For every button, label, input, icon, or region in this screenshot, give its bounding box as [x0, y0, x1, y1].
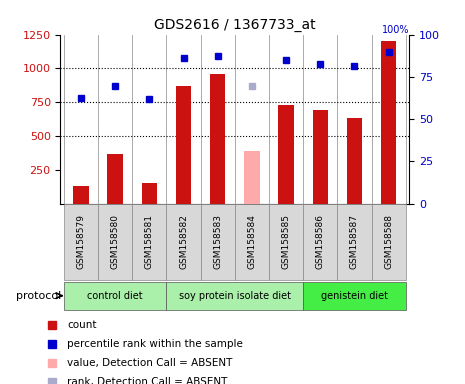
- Bar: [210, 74, 226, 204]
- Text: GSM158579: GSM158579: [76, 214, 86, 270]
- Bar: [244, 151, 259, 204]
- Bar: [98, 204, 132, 280]
- Bar: [303, 204, 338, 280]
- Bar: [142, 183, 157, 204]
- Text: count: count: [67, 320, 96, 330]
- Text: GSM158585: GSM158585: [282, 214, 291, 270]
- Bar: [64, 282, 166, 310]
- Bar: [64, 204, 98, 280]
- Bar: [381, 41, 396, 204]
- Text: value, Detection Call = ABSENT: value, Detection Call = ABSENT: [67, 358, 232, 368]
- Text: GSM158586: GSM158586: [316, 214, 325, 270]
- Bar: [338, 204, 372, 280]
- Text: GSM158582: GSM158582: [179, 215, 188, 269]
- Bar: [269, 204, 303, 280]
- Bar: [235, 204, 269, 280]
- Text: control diet: control diet: [87, 291, 143, 301]
- Text: protocol: protocol: [15, 291, 61, 301]
- Text: 100%: 100%: [382, 25, 409, 35]
- Bar: [200, 204, 235, 280]
- Bar: [166, 204, 200, 280]
- Bar: [372, 204, 406, 280]
- Title: GDS2616 / 1367733_at: GDS2616 / 1367733_at: [154, 18, 316, 32]
- Text: GSM158580: GSM158580: [111, 214, 120, 270]
- Text: GSM158588: GSM158588: [384, 214, 393, 270]
- Text: percentile rank within the sample: percentile rank within the sample: [67, 339, 243, 349]
- Text: soy protein isolate diet: soy protein isolate diet: [179, 291, 291, 301]
- Bar: [107, 154, 123, 204]
- Bar: [312, 110, 328, 204]
- Bar: [303, 282, 406, 310]
- Text: rank, Detection Call = ABSENT: rank, Detection Call = ABSENT: [67, 377, 227, 384]
- Text: genistein diet: genistein diet: [321, 291, 388, 301]
- Text: GSM158581: GSM158581: [145, 214, 154, 270]
- Bar: [279, 105, 294, 204]
- Bar: [73, 186, 89, 204]
- Text: GSM158584: GSM158584: [247, 215, 256, 269]
- Bar: [347, 118, 362, 204]
- Text: GSM158587: GSM158587: [350, 214, 359, 270]
- Bar: [166, 282, 303, 310]
- Bar: [176, 86, 191, 204]
- Bar: [132, 204, 166, 280]
- Text: GSM158583: GSM158583: [213, 214, 222, 270]
